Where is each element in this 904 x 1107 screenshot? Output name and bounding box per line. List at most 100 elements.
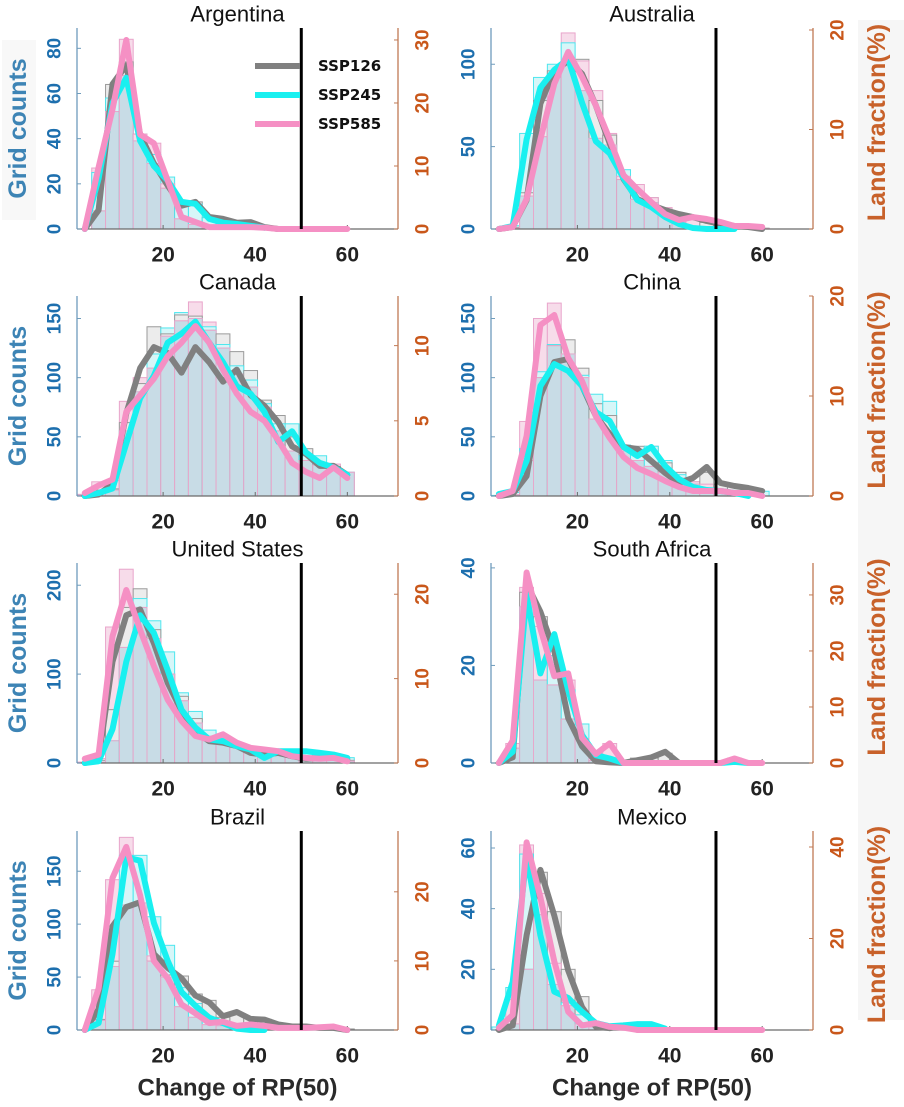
bar-overlap [560, 60, 576, 230]
x-axis-label: Change of RP(50) [137, 1075, 337, 1102]
y2-axis-label: Land fraction(%) [863, 24, 891, 221]
panel-united-states: United States 0 100 200 0 10 20 20 40 60 Grid coun… [4, 537, 434, 801]
panel-australia: Australia 0 50 100 0 10 20 20 40 60 Land fraction(… [459, 2, 892, 267]
y2-tick-label: 40 [828, 836, 849, 857]
x-tick-label: 20 [151, 1045, 174, 1068]
y2-tick-label: 20 [413, 92, 434, 113]
x-tick-label: 40 [658, 1045, 681, 1068]
y-axis-label: Grid counts [4, 860, 32, 1000]
y-tick-label: 50 [459, 426, 480, 447]
y-tick-label: 0 [459, 224, 480, 235]
y2-tick-label: 30 [828, 584, 849, 605]
y2-tick-label: 20 [828, 640, 849, 661]
line-ssp585 [495, 569, 766, 766]
y-tick-label: 0 [45, 491, 66, 502]
y2-tick-label: 10 [828, 119, 849, 140]
y2-tick-label: 10 [413, 668, 434, 689]
y-tick-label: 50 [45, 967, 66, 988]
histogram-bars [505, 32, 770, 230]
y-tick-label: 150 [45, 303, 66, 335]
line-ssp585 [81, 843, 351, 1033]
y2-tick-label: 0 [413, 491, 434, 502]
panel-brazil: Brazil 0 50 100 150 0 10 20 20 40 60 Grid counts Cha… [4, 805, 434, 1102]
bar-overlap [118, 904, 134, 1031]
y2-tick-label: 20 [413, 584, 434, 605]
x-tick-label: 20 [151, 244, 174, 267]
x-tick-label: 20 [566, 244, 589, 267]
x-tick-label: 20 [151, 778, 174, 801]
y-tick-label: 20 [459, 655, 480, 676]
x-tick-label: 60 [336, 511, 359, 534]
panel-mexico: Mexico 0 20 40 60 0 20 40 20 40 60 Land fraction(%)… [459, 805, 892, 1102]
y2-tick-label: 20 [828, 19, 849, 40]
y-tick-label: 50 [459, 136, 480, 157]
x-tick-label: 20 [566, 511, 589, 534]
y-tick-label: 100 [459, 48, 480, 80]
y2-tick-label: 0 [413, 224, 434, 235]
y2-tick-label: 0 [828, 491, 849, 502]
x-tick-label: 60 [336, 1045, 359, 1068]
x-tick-label: 20 [566, 1045, 589, 1068]
line-ssp245 [495, 55, 738, 232]
panel-title: Brazil [210, 805, 265, 830]
y-tick-label: 0 [45, 1025, 66, 1036]
y-tick-label: 100 [45, 908, 66, 940]
x-tick-label: 40 [244, 511, 267, 534]
x-tick-label: 40 [658, 511, 681, 534]
panel-title: Australia [609, 2, 695, 27]
x-tick-label: 40 [244, 778, 267, 801]
x-tick-label: 60 [336, 778, 359, 801]
y-tick-label: 100 [45, 362, 66, 394]
y-tick-label: 0 [45, 224, 66, 235]
y2-tick-label: 5 [413, 415, 434, 426]
line-ssp585 [81, 587, 351, 765]
y2-tick-label: 20 [828, 285, 849, 306]
bar-overlap [588, 418, 604, 497]
panel-title: South Africa [593, 537, 712, 562]
x-tick-label: 40 [658, 778, 681, 801]
ylabel-background [2, 40, 36, 220]
line-ssp585 [81, 37, 351, 232]
y-tick-label: 60 [459, 837, 480, 858]
legend-label: SSP126 [318, 57, 381, 75]
x-tick-label: 60 [751, 1045, 774, 1068]
y2-tick-label: 0 [413, 758, 434, 769]
panel-title: United States [171, 537, 303, 562]
y-tick-label: 20 [459, 959, 480, 980]
legend-label: SSP245 [318, 86, 381, 104]
y-tick-label: 100 [45, 658, 66, 690]
y2-tick-label: 10 [413, 155, 434, 176]
panel-title: Argentina [190, 2, 285, 27]
x-tick-label: 60 [336, 244, 359, 267]
y-tick-label: 40 [459, 898, 480, 919]
y2-tick-label: 20 [413, 881, 434, 902]
y-tick-label: 0 [459, 1025, 480, 1036]
y2-tick-label: 0 [413, 1025, 434, 1036]
y2-axis-label: Land fraction(%) [863, 291, 891, 488]
y2label-background [858, 20, 904, 1020]
y2-axis-label: Land fraction(%) [863, 826, 891, 1023]
y2-tick-label: 10 [413, 335, 434, 356]
line-ssp585 [495, 48, 766, 232]
y2-tick-label: 10 [413, 950, 434, 971]
panel-china: China 0 50 100 150 0 10 20 20 40 60 Land fraction(%… [459, 270, 892, 534]
legend-label: SSP585 [318, 115, 381, 133]
x-axis-label: Change of RP(50) [552, 1075, 752, 1102]
panel-south-africa: South Africa 0 20 40 0 10 20 30 20 40 60 Land fract… [459, 537, 892, 801]
x-tick-label: 40 [658, 244, 681, 267]
y-axis-label: Grid counts [4, 593, 32, 733]
y-tick-label: 200 [45, 569, 66, 601]
x-tick-label: 20 [151, 511, 174, 534]
line-ssp585 [81, 323, 351, 496]
y2-tick-label: 10 [828, 696, 849, 717]
x-tick-label: 60 [751, 511, 774, 534]
y-tick-label: 150 [45, 855, 66, 887]
x-tick-label: 60 [751, 244, 774, 267]
bar-overlap [546, 684, 562, 764]
y-tick-label: 50 [45, 426, 66, 447]
line-ssp585 [495, 312, 766, 499]
y-tick-label: 0 [459, 491, 480, 502]
y-tick-label: 100 [459, 362, 480, 394]
y2-axis-label: Land fraction(%) [863, 558, 891, 755]
